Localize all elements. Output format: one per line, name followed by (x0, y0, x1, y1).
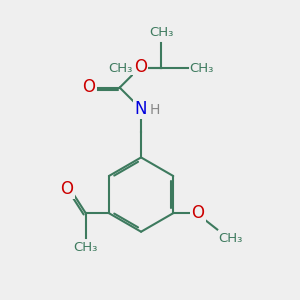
Text: CH₃: CH₃ (109, 62, 133, 75)
Text: O: O (191, 204, 204, 222)
Text: H: H (149, 103, 160, 118)
Text: CH₃: CH₃ (74, 242, 98, 254)
Text: CH₃: CH₃ (219, 232, 243, 245)
Text: CH₃: CH₃ (149, 26, 173, 39)
Text: N: N (135, 100, 147, 118)
Text: O: O (61, 180, 74, 198)
Text: O: O (82, 78, 96, 96)
Text: O: O (134, 58, 147, 76)
Text: CH₃: CH₃ (190, 62, 214, 75)
